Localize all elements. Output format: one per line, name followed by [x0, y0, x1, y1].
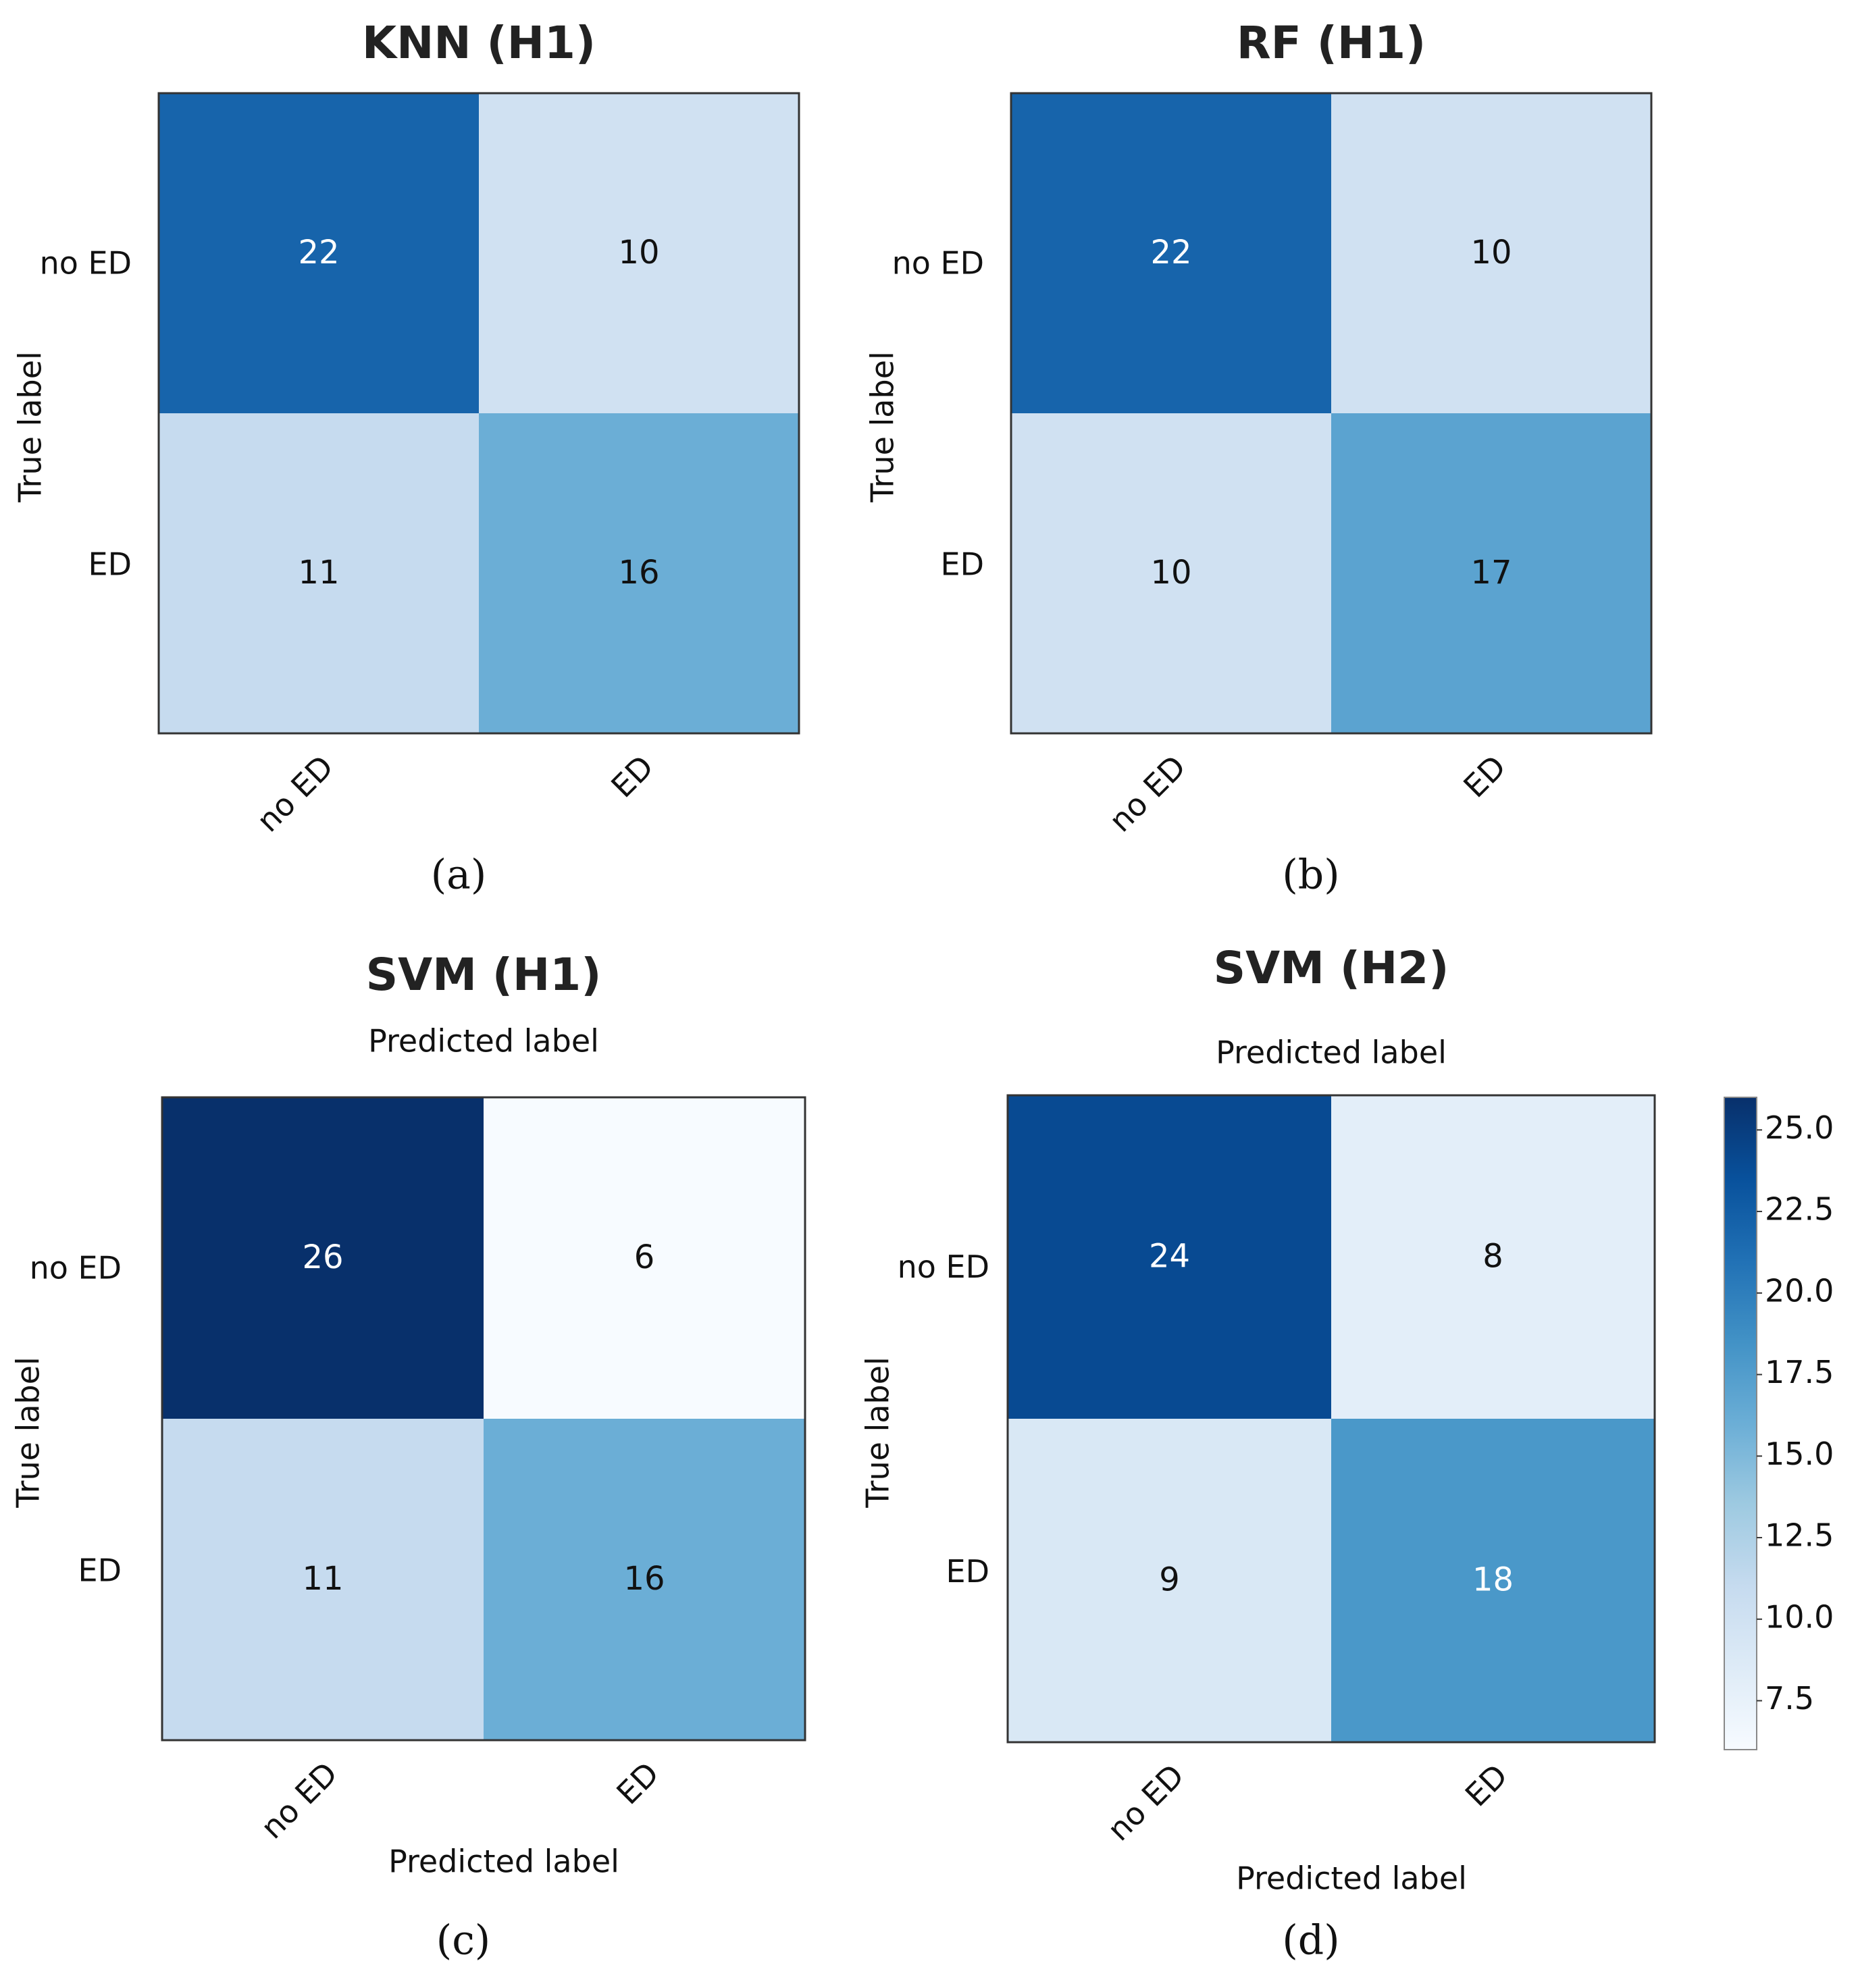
x-tick-label: ED: [609, 1755, 666, 1812]
cell-value-label: 11: [302, 1560, 343, 1598]
y-axis-label: True label: [10, 1357, 47, 1509]
panel-title: RF (H1): [1237, 17, 1426, 69]
panel-caption: (a): [431, 852, 487, 899]
colorbar-tick-label: 7.5: [1765, 1680, 1814, 1717]
heatmap-cell: [162, 1419, 484, 1740]
heatmap-cell: [484, 1097, 805, 1419]
colorbar-tick-label: 20.0: [1765, 1272, 1834, 1309]
colorbar: 7.5 10.0 12.5 15.0 17.5 20.0 22.5 25.0: [1724, 1097, 1834, 1750]
cell-value-label: 18: [1472, 1561, 1514, 1599]
x-axis-label-top: Predicted label: [1216, 1035, 1447, 1071]
cell-value-label: 24: [1149, 1238, 1190, 1276]
cell-value-label: 22: [1150, 234, 1191, 271]
heatmap-frame: [1006, 1094, 1656, 1744]
heatmap-cell: [1331, 413, 1651, 733]
heatmap-cell: [484, 1419, 805, 1740]
heatmap-cell: [1331, 1419, 1655, 1742]
y-tick-label: no ED: [892, 245, 984, 282]
colorbar-tick-label: 15.0: [1765, 1436, 1834, 1472]
cell-value-label: 16: [618, 554, 659, 592]
colorbar-gradient: [1724, 1097, 1757, 1750]
cell-value-label: 9: [1159, 1561, 1180, 1599]
x-tick-label: no ED: [1100, 1757, 1191, 1848]
cell-value-label: 10: [1470, 234, 1512, 271]
y-tick-label: ED: [941, 546, 985, 583]
y-tick-label: ED: [88, 546, 132, 583]
heatmap-frame: [161, 1096, 806, 1742]
heatmap-cell: [1008, 1095, 1331, 1419]
panel-3: SVM (H1) 26 6 11 16 no ED ED no ED ED True label P…: [10, 949, 806, 1964]
heatmap-cell: [1331, 93, 1651, 413]
panel-caption: (d): [1282, 1917, 1339, 1964]
y-axis-label: True label: [865, 351, 901, 503]
x-axis-label-top: Predicted label: [368, 1023, 599, 1060]
cell-value-label: 22: [298, 234, 339, 271]
x-tick-label: ED: [1458, 1757, 1515, 1814]
cell-value-label: 16: [623, 1560, 665, 1598]
y-tick-label: no ED: [898, 1249, 989, 1285]
colorbar-tick-label: 22.5: [1765, 1191, 1834, 1228]
heatmap-cell: [1011, 93, 1331, 413]
colorbar-tick-label: 12.5: [1765, 1517, 1834, 1554]
cell-value-label: 11: [298, 554, 339, 592]
heatmap-cell: [159, 93, 479, 413]
y-tick-label: ED: [946, 1553, 990, 1590]
cell-value-label: 10: [1150, 554, 1191, 592]
x-tick-label: no ED: [253, 1755, 344, 1846]
x-tick-label: ED: [1456, 748, 1513, 805]
cell-value-label: 17: [1470, 554, 1512, 592]
x-tick-label: no ED: [1102, 748, 1193, 839]
heatmap-cell: [162, 1097, 484, 1419]
colorbar-tick-label: 17.5: [1765, 1354, 1834, 1390]
heatmap-cell: [479, 413, 799, 733]
x-tick-label: ED: [604, 748, 661, 805]
colorbar-tick-label: 10.0: [1765, 1598, 1834, 1635]
heatmap-cell: [1011, 413, 1331, 733]
x-axis-label-bottom: Predicted label: [1236, 1860, 1467, 1897]
cell-value-label: 26: [302, 1238, 343, 1276]
y-axis-label: True label: [12, 351, 49, 503]
panel-4: SVM (H2) 24 8 9 18 no ED ED no ED ED True label Pr…: [860, 942, 1656, 1964]
panel-caption: (c): [436, 1917, 490, 1964]
cell-value-label: 6: [634, 1238, 655, 1276]
heatmap-cell: [1331, 1095, 1655, 1419]
cell-value-label: 8: [1482, 1238, 1503, 1276]
colorbar-tick-label: 25.0: [1765, 1109, 1834, 1146]
panel-2: RF (H1) 22 10 10 17 no ED ED no ED ED True label (…: [865, 17, 1653, 899]
panel-title: SVM (H2): [1214, 942, 1449, 994]
heatmap-frame: [157, 92, 800, 735]
x-axis-label-bottom: Predicted label: [388, 1843, 619, 1880]
panel-title: SVM (H1): [366, 949, 602, 1001]
panel-title: KNN (H1): [362, 17, 596, 69]
cell-value-label: 10: [618, 234, 659, 271]
heatmap-cell: [479, 93, 799, 413]
y-tick-label: no ED: [40, 245, 132, 282]
panel-caption: (b): [1282, 852, 1339, 899]
heatmap-frame: [1010, 92, 1653, 735]
x-tick-label: no ED: [249, 748, 340, 839]
heatmap-cell: [159, 413, 479, 733]
y-axis-label: True label: [860, 1357, 896, 1509]
y-tick-label: ED: [78, 1552, 122, 1589]
heatmap-cell: [1008, 1419, 1331, 1742]
y-tick-label: no ED: [30, 1250, 122, 1286]
panel-1: KNN (H1) 22 10 11 16 no ED ED no ED ED True label…: [12, 17, 800, 899]
